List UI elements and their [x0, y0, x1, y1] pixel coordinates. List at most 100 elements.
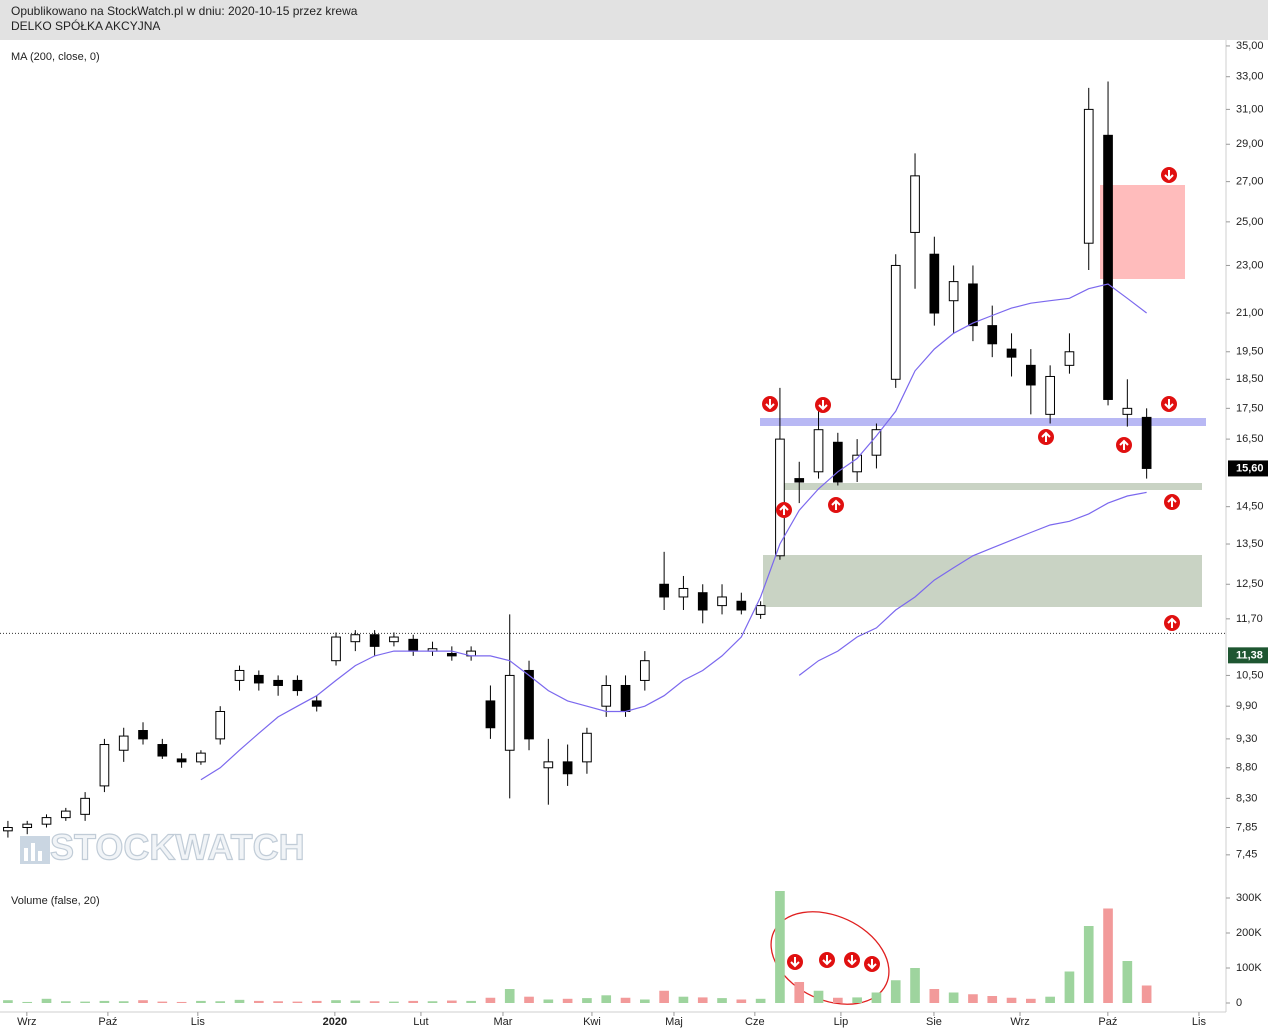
ma-line: [798, 491, 1147, 676]
y-tick-label: 18,50: [1236, 373, 1264, 385]
arrow-glyph: [847, 955, 857, 966]
indicator-label: MA (200, close, 0): [11, 51, 100, 63]
volume-label: Volume (false, 20): [11, 895, 100, 907]
header-line: Opublikowano na StockWatch.pl w dniu: 20…: [11, 4, 358, 18]
ma-line: [200, 283, 1147, 781]
candle-body: [253, 674, 264, 684]
candle-body: [813, 429, 824, 473]
volume-bar: [620, 997, 631, 1003]
arrow-glyph: [831, 499, 841, 510]
volume-bar: [968, 994, 978, 1003]
volume-bar: [22, 1001, 33, 1003]
candle-body: [736, 600, 747, 611]
watermark-text: STOCKWATCH: [50, 827, 305, 868]
volume-bar: [833, 997, 843, 1003]
candle-body: [987, 325, 998, 345]
arrow-glyph: [818, 400, 828, 411]
volume-bar: [485, 997, 496, 1003]
annotation-zones: [760, 185, 1206, 1005]
candle-body: [1064, 351, 1075, 366]
volume-bar: [234, 999, 245, 1003]
candle-body: [562, 761, 573, 775]
volume-bar: [41, 998, 52, 1003]
volume-bar: [60, 1001, 71, 1003]
candle-body: [196, 752, 206, 763]
zone: [763, 555, 1202, 607]
x-tick-label: Lut: [413, 1016, 428, 1028]
candle-body: [717, 596, 727, 607]
candle-body: [408, 638, 419, 652]
candle-body: [3, 826, 13, 832]
x-tick-label: Sie: [926, 1016, 942, 1028]
arrow-icons: [762, 167, 1180, 972]
volume-bar: [389, 1001, 399, 1003]
volume-bar: [890, 980, 901, 1003]
candle-body: [755, 605, 766, 615]
y-tick-label: 200K: [1236, 927, 1262, 939]
y-tick-label: 11,70: [1236, 613, 1263, 625]
arrow-glyph: [867, 959, 877, 970]
y-tick-label: 19,50: [1236, 346, 1264, 358]
volume-bar: [80, 1001, 90, 1003]
y-tick-label: 16,50: [1236, 433, 1264, 445]
volume-bar: [601, 995, 612, 1003]
x-tick-label: Wrz: [17, 1016, 36, 1028]
candle-body: [504, 674, 515, 751]
watermark: STOCKWATCH: [20, 826, 305, 868]
volume-bar: [1122, 961, 1133, 1003]
volume-bar: [987, 996, 998, 1003]
candle-body: [794, 478, 805, 483]
volume-bar: [794, 982, 805, 1003]
candle-body: [446, 652, 457, 657]
volume-bar: [775, 891, 785, 1003]
price-label-box: [1228, 647, 1268, 664]
arrow-glyph: [1164, 399, 1174, 410]
y-tick-label: 8,30: [1236, 792, 1257, 804]
candle-body: [659, 583, 669, 598]
y-tick-label: 33,00: [1236, 71, 1264, 83]
y-tick-label: 14,50: [1236, 501, 1264, 513]
volume-bar: [3, 1000, 13, 1003]
volume-bar: [813, 990, 824, 1003]
volume-bar: [1045, 996, 1055, 1003]
volume-bar: [1064, 971, 1075, 1003]
volume-bar: [582, 998, 592, 1003]
volume-bar: [678, 996, 689, 1003]
y-tick-label: 7,85: [1236, 821, 1257, 833]
candle-body: [832, 441, 843, 483]
volume-bar: [871, 992, 882, 1003]
y-tick-label: 10,50: [1236, 669, 1264, 681]
candle-body: [852, 454, 862, 473]
x-tick-label: Paź: [1098, 1016, 1117, 1028]
candle-body: [678, 587, 689, 598]
volume-bar: [929, 989, 940, 1003]
candle-body: [331, 636, 341, 662]
candle-body: [41, 817, 52, 825]
candle-body: [871, 429, 882, 456]
volume-bar: [331, 1000, 341, 1003]
header-bar: [0, 0, 1268, 40]
y-tick-label: 31,00: [1236, 103, 1264, 115]
candle-body: [138, 730, 148, 740]
volume-bar: [157, 1001, 168, 1003]
candle-body: [99, 744, 110, 787]
volume-bar: [1083, 926, 1094, 1003]
y-tick-label: 12,50: [1236, 578, 1264, 590]
volume-bar: [253, 1000, 264, 1003]
x-tick-label: Kwi: [583, 1016, 601, 1028]
x-tick-label: Lis: [1192, 1016, 1207, 1028]
watermark-logo: [38, 851, 42, 861]
candle-body: [1025, 364, 1036, 386]
candle-body: [350, 634, 361, 643]
candle-body: [176, 758, 187, 763]
candle-body: [22, 823, 33, 828]
volume-bar: [408, 1000, 419, 1003]
x-tick-label: Wrz: [1010, 1016, 1029, 1028]
y-tick-label: 8,80: [1236, 762, 1257, 774]
candle-body: [639, 660, 650, 681]
candle-body: [118, 735, 129, 751]
y-tick-label: 35,00: [1236, 40, 1264, 52]
highlight-ellipse: [770, 911, 890, 1005]
candle-body: [775, 438, 785, 557]
